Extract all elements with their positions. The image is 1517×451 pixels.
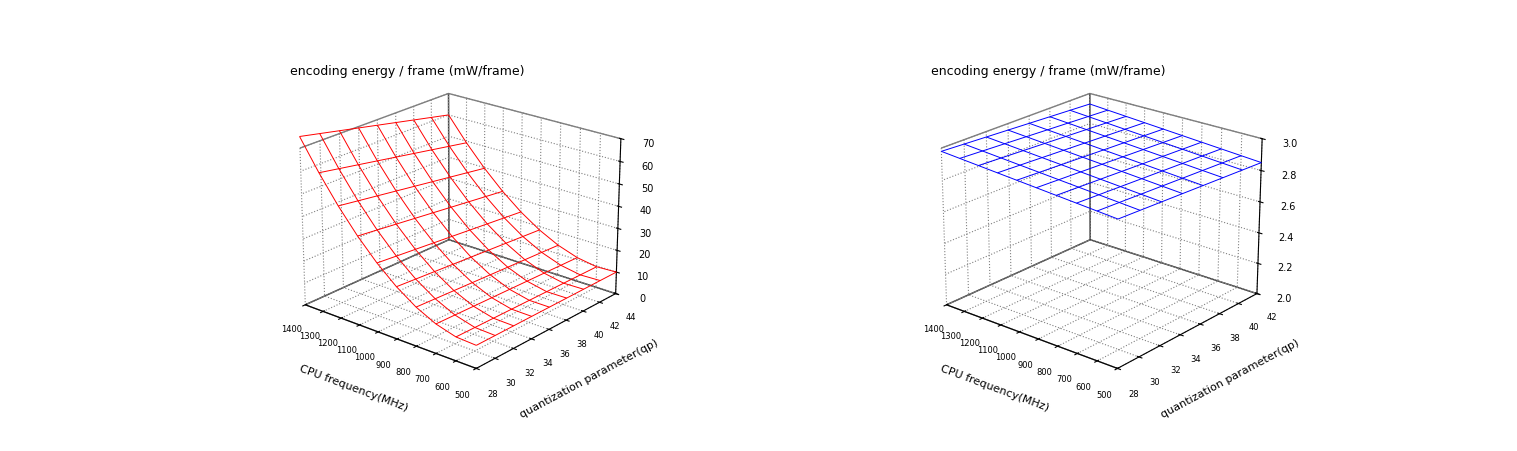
- Text: encoding energy / frame (mW/frame): encoding energy / frame (mW/frame): [290, 64, 525, 78]
- X-axis label: CPU frequency(MHz): CPU frequency(MHz): [297, 363, 410, 412]
- Text: encoding energy / frame (mW/frame): encoding energy / frame (mW/frame): [931, 64, 1165, 78]
- X-axis label: CPU frequency(MHz): CPU frequency(MHz): [939, 363, 1050, 412]
- Y-axis label: quantization parameter(qp): quantization parameter(qp): [1159, 337, 1302, 419]
- Y-axis label: quantization parameter(qp): quantization parameter(qp): [519, 337, 660, 419]
